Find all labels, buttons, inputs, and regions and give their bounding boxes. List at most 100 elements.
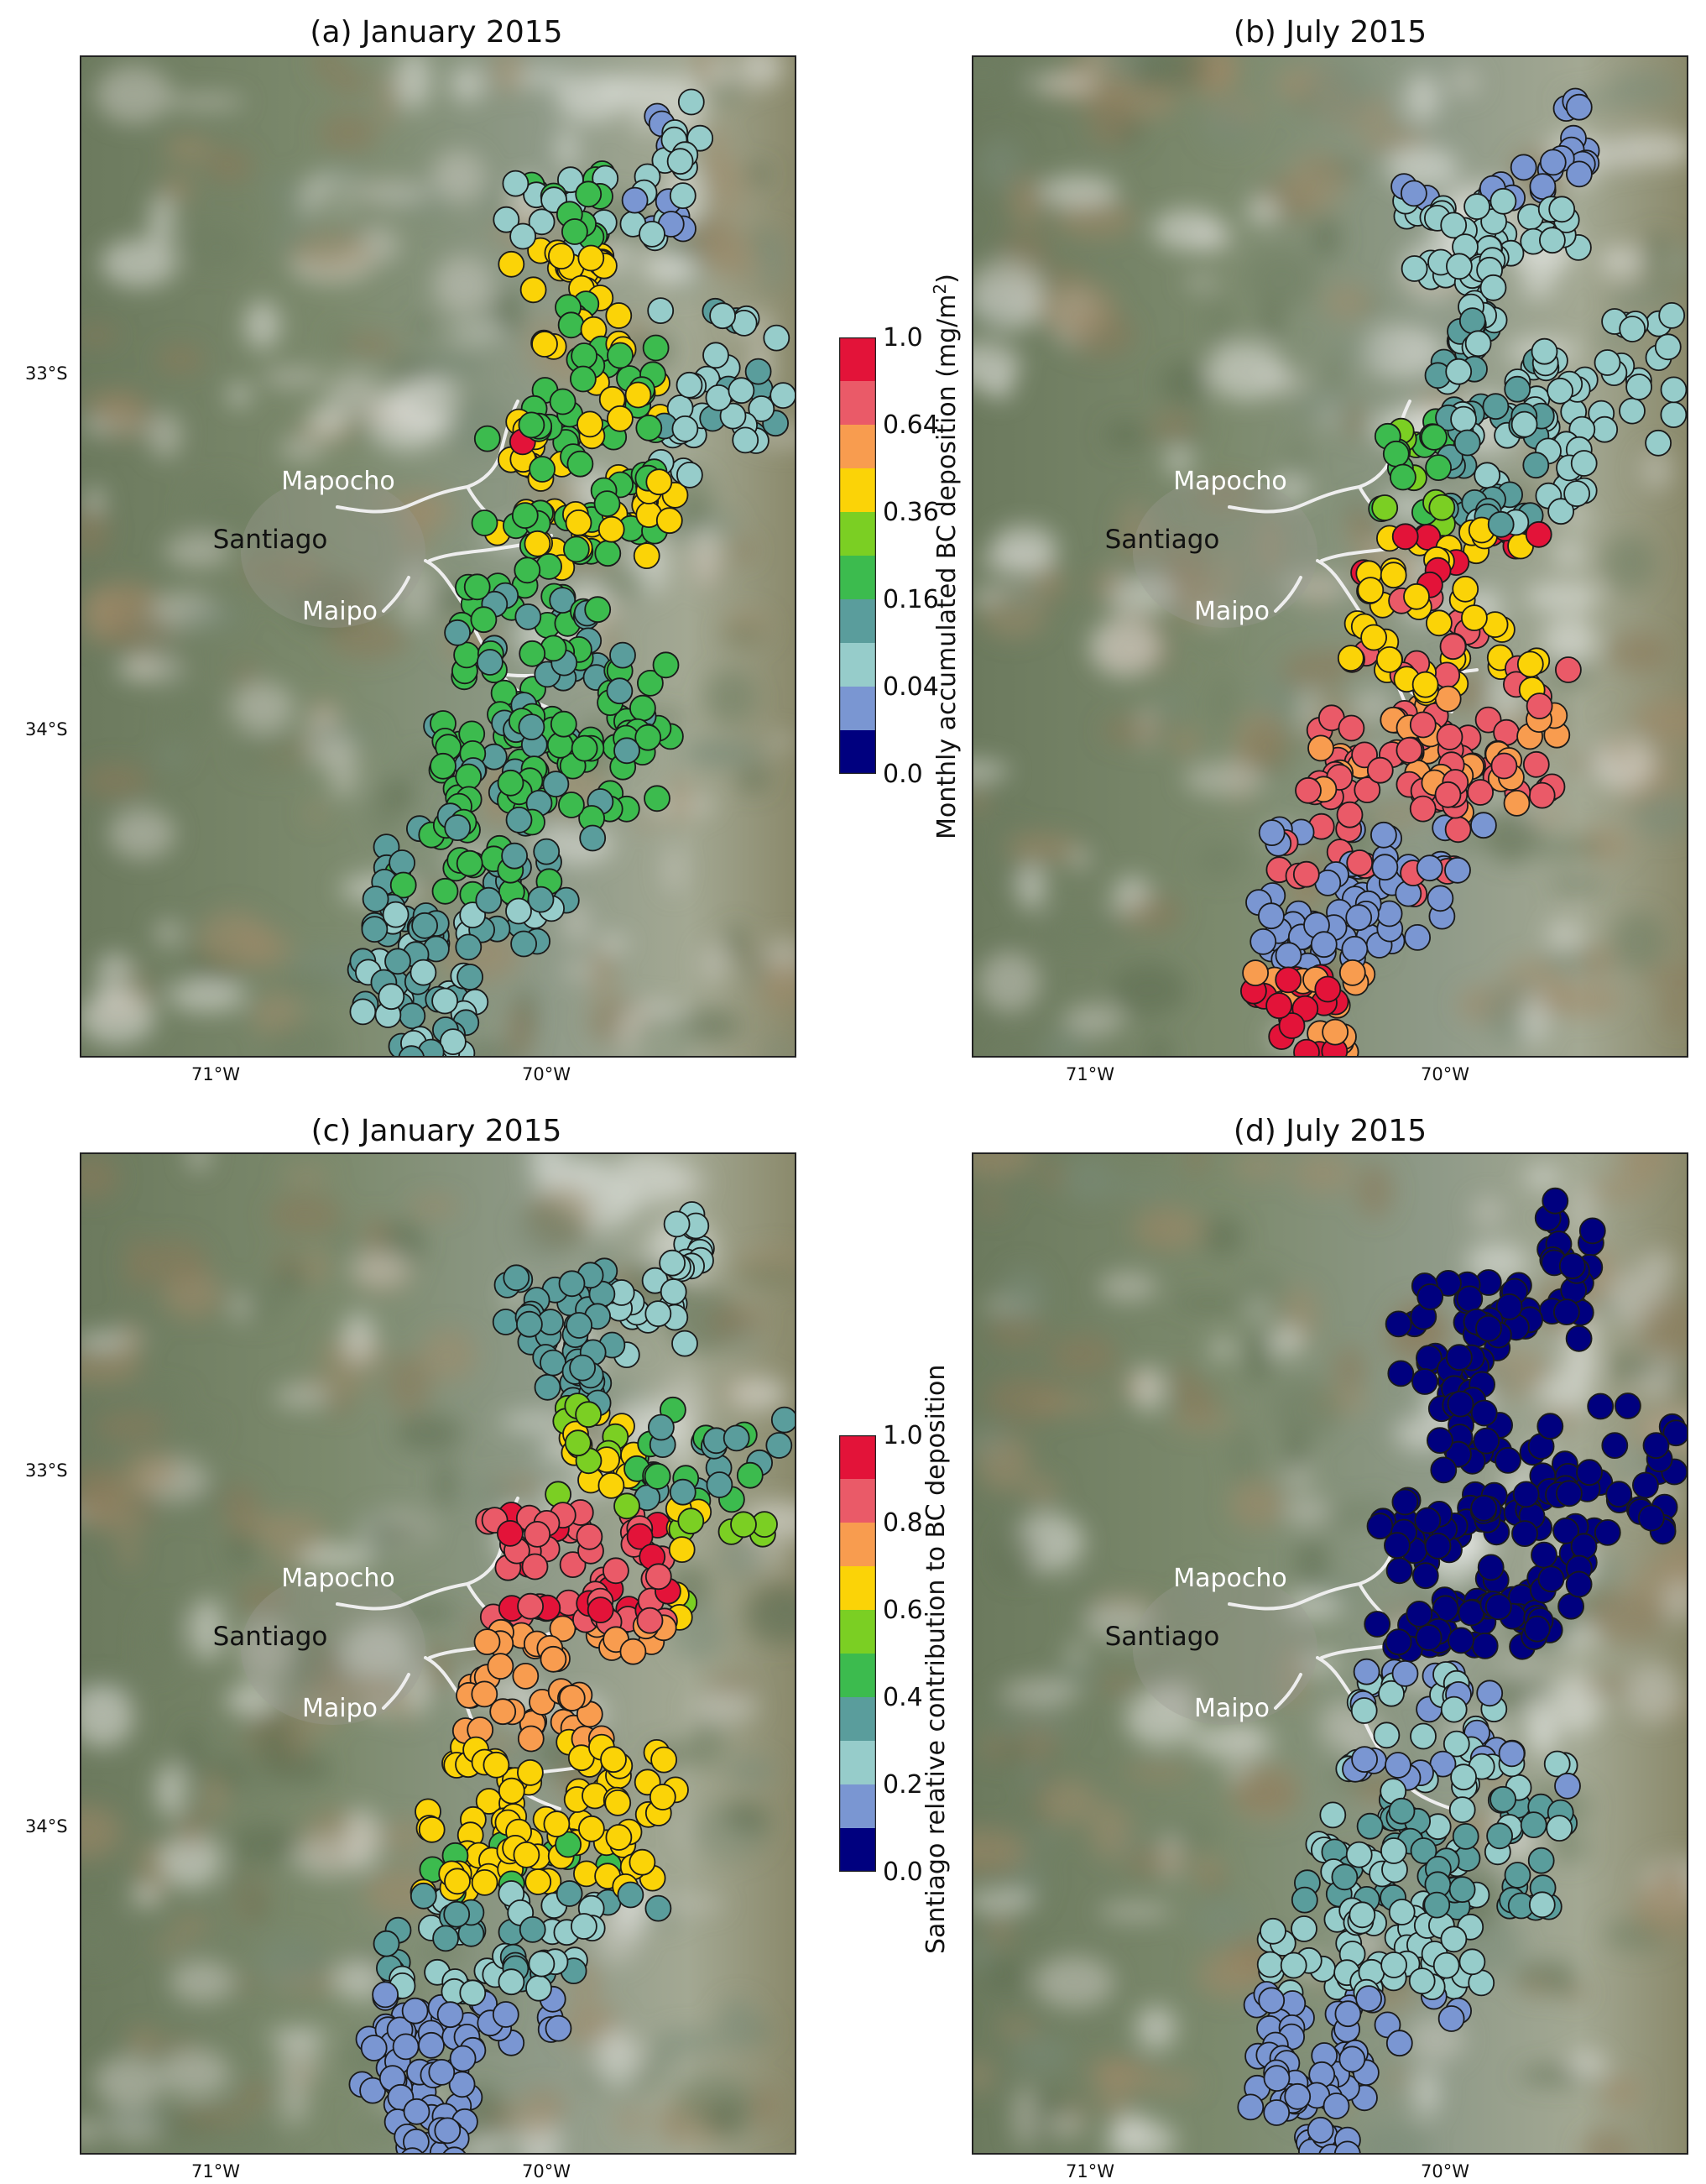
map-canvas: Mapocho Santiago Maipo [81, 57, 795, 1056]
panel-a-title: (a) January 2015 [310, 15, 563, 50]
station-markers [1237, 1187, 1687, 2153]
station-marker [1383, 1532, 1411, 1560]
station-marker [382, 901, 410, 928]
station-marker [1428, 494, 1456, 521]
station-marker [514, 603, 542, 630]
station-marker [576, 1523, 603, 1550]
station-marker [1565, 93, 1593, 121]
station-marker [1467, 779, 1494, 806]
station-marker [668, 1536, 696, 1564]
station-marker [1516, 650, 1544, 678]
station-marker [1380, 1837, 1407, 1864]
station-marker [1458, 307, 1486, 335]
station-marker [534, 1373, 561, 1401]
station-marker [1314, 975, 1342, 1003]
station-marker [730, 1511, 757, 1539]
station-marker [1242, 959, 1270, 986]
lat-tick-33-c: 33°S [25, 1460, 68, 1481]
station-marker [1495, 1293, 1523, 1320]
station-marker [1385, 1557, 1413, 1585]
station-marker [1474, 706, 1502, 734]
station-marker [1389, 463, 1416, 491]
station-marker [548, 243, 575, 270]
station-marker [492, 2001, 519, 2028]
station-marker [1566, 160, 1593, 188]
mapocho-label: Mapocho [281, 1564, 395, 1593]
station-marker [1369, 821, 1397, 849]
station-marker [1504, 375, 1531, 403]
station-marker [1489, 1785, 1516, 1813]
map-canvas: Mapocho Santiago Maipo [81, 1154, 795, 2153]
station-marker [1528, 781, 1556, 809]
station-marker [1440, 212, 1468, 239]
station-marker [1336, 801, 1364, 828]
station-marker [1337, 645, 1364, 671]
station-marker [1474, 462, 1501, 489]
station-marker [594, 540, 622, 567]
station-marker [410, 1882, 437, 1910]
map-canvas: Mapocho Santiago Maipo [973, 1154, 1687, 2153]
station-marker [607, 405, 634, 432]
station-marker [543, 1810, 571, 1837]
station-marker [540, 1645, 567, 1673]
station-marker [1576, 1459, 1603, 1486]
station-marker [660, 1278, 687, 1305]
station-marker [1512, 1481, 1540, 1508]
station-marker [535, 553, 562, 580]
river-line [382, 576, 410, 613]
station-marker [531, 331, 558, 358]
station-marker [603, 1557, 629, 1585]
station-marker [1403, 583, 1430, 610]
station-marker [1638, 1504, 1665, 1532]
station-marker [403, 2128, 430, 2153]
station-marker [744, 358, 772, 385]
station-marker [1475, 1314, 1502, 1342]
station-marker [1440, 1695, 1468, 1723]
station-marker [659, 1249, 686, 1277]
station-marker [1411, 671, 1439, 698]
station-marker [1470, 1399, 1498, 1427]
station-marker [1471, 1633, 1499, 1659]
station-marker [1353, 1658, 1380, 1685]
station-marker [473, 1628, 501, 1655]
station-marker [597, 515, 625, 543]
station-marker [1280, 1951, 1307, 1979]
station-marker [432, 1925, 460, 1952]
station-marker [1450, 1763, 1477, 1791]
station-marker [604, 1790, 632, 1816]
station-marker [1410, 1837, 1437, 1864]
station-marker [637, 670, 664, 697]
station-marker [1351, 1746, 1379, 1773]
santiago-urban-area [1133, 1574, 1317, 1725]
station-marker [1510, 410, 1538, 438]
station-marker [1448, 1796, 1476, 1823]
station-marker [516, 1310, 543, 1338]
station-marker [1385, 1628, 1412, 1656]
station-marker [1307, 2116, 1334, 2144]
station-marker [471, 509, 498, 536]
station-marker [636, 1607, 664, 1634]
station-marker [1487, 510, 1515, 538]
cbar-bot-tick-3: 0.6 [883, 1596, 923, 1625]
station-marker [444, 619, 472, 646]
station-marker [456, 964, 484, 990]
colorbar-contribution-title: Santiago relative contribution to BC dep… [921, 1364, 951, 1954]
station-marker [518, 411, 545, 439]
lon-tick-70-b: 70°W [1421, 1064, 1469, 1084]
station-marker [453, 641, 481, 669]
station-marker [519, 276, 547, 304]
station-marker [1258, 1987, 1286, 2014]
station-marker [1531, 337, 1558, 365]
station-marker [765, 1432, 793, 1459]
station-marker [1434, 781, 1462, 808]
station-marker [1539, 149, 1567, 176]
cbar-top-tick-3: 0.36 [883, 498, 939, 527]
cbar-top-tick-2: 0.64 [883, 410, 939, 440]
station-markers [348, 1201, 795, 2153]
station-marker [606, 677, 634, 705]
station-marker [1391, 1488, 1419, 1516]
station-marker [1547, 498, 1574, 525]
colorbar-deposition [839, 337, 876, 774]
station-marker [1310, 931, 1338, 959]
station-marker [1345, 904, 1373, 932]
